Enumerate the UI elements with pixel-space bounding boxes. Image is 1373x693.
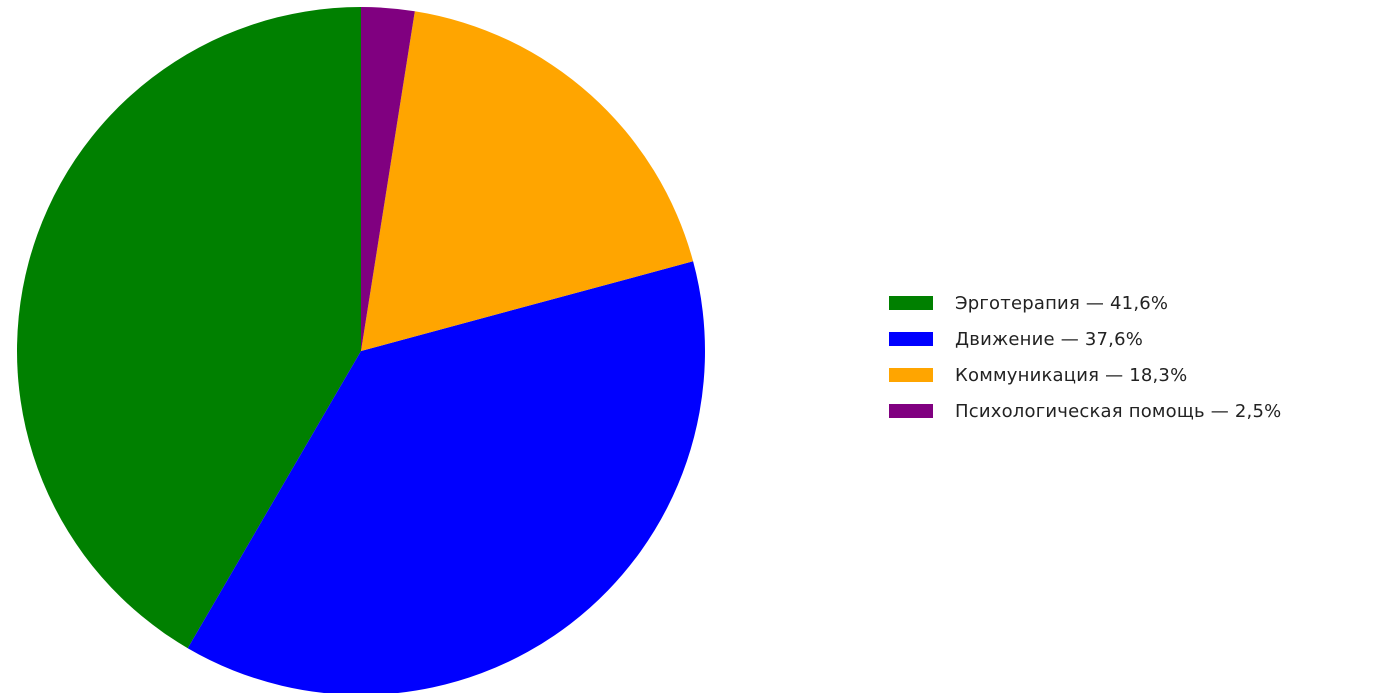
legend: Эрготерапия — 41,6% Движение — 37,6% Ком… [889,285,1281,429]
pie-slices [16,7,705,693]
legend-label: Эрготерапия — 41,6% [955,292,1169,314]
legend-label: Коммуникация — 18,3% [955,364,1188,386]
pie-slice [361,7,415,351]
legend-swatch [889,332,933,346]
pie-slice [187,261,705,693]
legend-item: Коммуникация — 18,3% [889,357,1281,393]
pie-slice [16,7,362,649]
legend-label: Движение — 37,6% [955,328,1144,350]
legend-swatch [889,296,933,310]
legend-swatch [889,404,933,418]
pie-slice [361,11,694,352]
legend-item: Психологическая помощь — 2,5% [889,393,1281,429]
legend-item: Движение — 37,6% [889,321,1281,357]
legend-item: Эрготерапия — 41,6% [889,285,1281,321]
legend-swatch [889,368,933,382]
legend-label: Психологическая помощь — 2,5% [955,400,1282,422]
